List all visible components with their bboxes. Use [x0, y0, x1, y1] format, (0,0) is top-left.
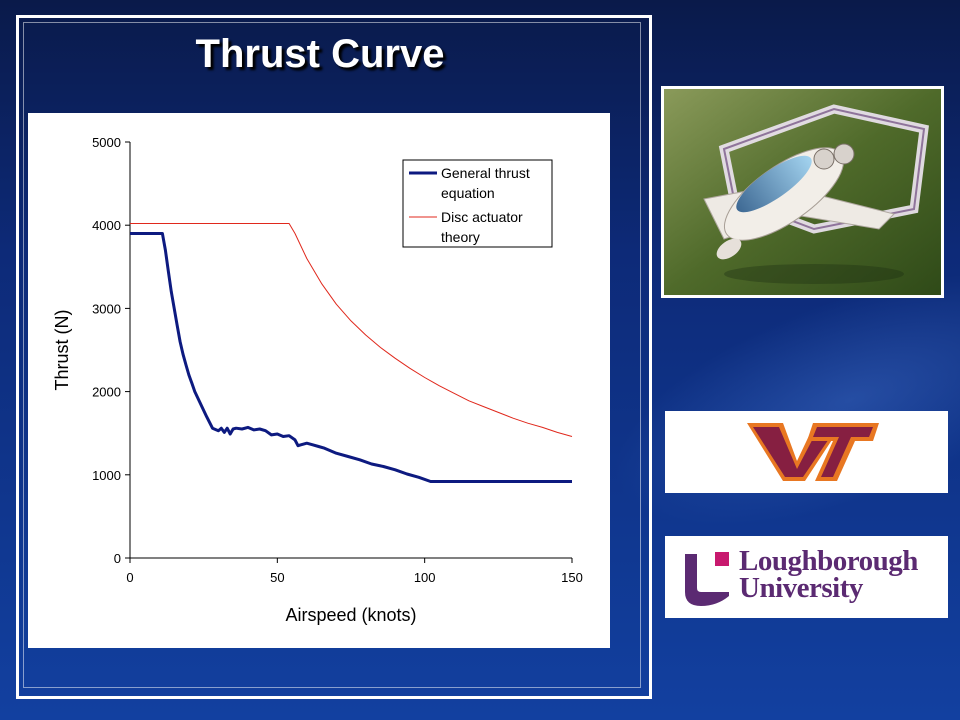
y-tick-label: 5000	[92, 135, 121, 150]
chart-panel: 0 1000 2000 3000 4000 5000 0 50 100 150 Airspeed (…	[28, 113, 610, 648]
x-tick-label: 150	[561, 570, 583, 585]
x-tick-label: 0	[126, 570, 133, 585]
y-tick-label: 3000	[92, 301, 121, 316]
virginia-tech-logo: VT	[665, 411, 948, 493]
vt-logo-text: VT	[665, 411, 667, 412]
loughborough-emblem-icon	[685, 552, 729, 606]
loughborough-line2: University	[739, 572, 863, 604]
series-line-disc-actuator	[130, 223, 573, 437]
legend-label: General thrust	[441, 165, 530, 181]
y-tick-label: 4000	[92, 218, 121, 233]
x-tick-label: 50	[270, 570, 284, 585]
aircraft-photo	[661, 86, 944, 298]
legend-label: theory	[441, 229, 480, 245]
y-tick-label: 1000	[92, 468, 121, 483]
vt-logo-icon: VT	[665, 411, 879, 481]
content-frame	[16, 15, 652, 699]
loughborough-wordmark: Loughborough University	[739, 545, 918, 604]
aircraft-render-image	[664, 89, 941, 295]
x-axis-label: Airspeed (knots)	[285, 605, 416, 625]
series-line-general-thrust	[130, 232, 572, 483]
thrust-chart: 0 1000 2000 3000 4000 5000 0 50 100 150 Airspeed (…	[52, 135, 583, 625]
y-tick-label: 2000	[92, 385, 121, 400]
y-axis-label: Thrust (N)	[52, 310, 72, 391]
x-tick-label: 100	[414, 570, 436, 585]
content-frame-inner	[23, 22, 641, 688]
loughborough-line1: Loughborough	[739, 545, 918, 577]
legend-label: equation	[441, 185, 495, 201]
slide-title: Thrust Curve	[195, 32, 445, 76]
loughborough-university-logo: Loughborough University	[665, 536, 948, 618]
legend-label: Disc actuator	[441, 209, 523, 225]
y-tick-label: 0	[114, 551, 121, 566]
